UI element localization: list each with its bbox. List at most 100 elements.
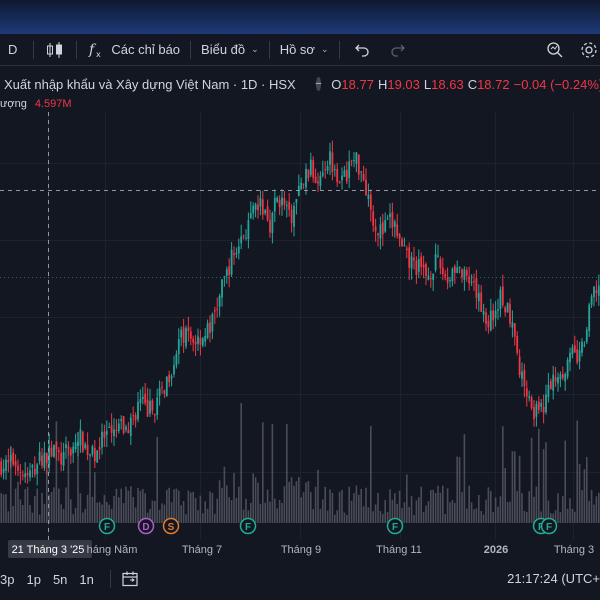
candle-body [213, 310, 216, 312]
candles-icon [47, 41, 63, 58]
settings-button[interactable] [572, 34, 600, 65]
candle-body [465, 270, 468, 276]
candle-body [506, 302, 509, 313]
candle-body [12, 452, 15, 465]
volume-bar [346, 514, 348, 523]
candle-body [365, 179, 367, 196]
volume-bar [41, 492, 43, 523]
interval-button[interactable]: D [0, 34, 29, 65]
volume-bar [420, 486, 422, 523]
calendar-icon[interactable] [121, 570, 139, 588]
volume-bar [384, 499, 386, 523]
candle-body [79, 428, 82, 446]
candle-body [137, 402, 139, 420]
volume-bar [542, 448, 545, 523]
indicators-button[interactable]: f x Các chỉ báo [81, 34, 186, 65]
time-axis-label: 2026 [484, 544, 508, 556]
volume-bar [516, 491, 518, 523]
candle-body [170, 376, 173, 379]
candle-body [165, 376, 168, 397]
candle-body [381, 222, 384, 235]
search-button[interactable] [538, 34, 572, 65]
volume-bar [204, 501, 206, 523]
volume-bar [108, 504, 110, 523]
volume-bar [394, 493, 396, 523]
candle-body [180, 329, 183, 338]
candle-body [398, 234, 401, 239]
volume-bar [331, 492, 334, 523]
volume-bar [545, 442, 547, 523]
redo-icon [390, 44, 405, 57]
timeframe-5n[interactable]: 5n [52, 571, 68, 587]
symbol-title[interactable]: Xuất nhập khẩu và Xây dựng Việt Nam · 1D… [4, 76, 296, 92]
search-icon [547, 41, 563, 57]
candle-body [504, 307, 507, 313]
candle-body [221, 279, 223, 298]
price-chart[interactable]: FDSFFFF [0, 112, 600, 540]
candle-body [105, 430, 108, 435]
clock-timezone[interactable]: 21:17:24 (UTC+ [507, 571, 600, 586]
volume-bar [372, 511, 374, 523]
candle-body [528, 396, 531, 398]
candle-body [261, 199, 264, 215]
volume-bar [564, 440, 566, 523]
volume-bar [235, 497, 238, 523]
candle-body [115, 429, 118, 431]
candle-body [557, 377, 559, 384]
volume-bar [458, 457, 461, 523]
volume-bar [161, 503, 163, 523]
volume-bar [240, 403, 242, 523]
candle-body [384, 220, 387, 232]
volume-bar [437, 485, 439, 523]
candle-body [285, 205, 288, 207]
volume-bar [528, 491, 530, 523]
volume-bar [199, 495, 202, 523]
candle-body [103, 431, 106, 438]
candle-body [554, 377, 557, 382]
candle-body [533, 406, 535, 419]
timeframe-1p[interactable]: 1p [26, 571, 41, 587]
chart-menu-button[interactable]: Biểu đồ ⌄ [195, 34, 265, 65]
volume-bar [257, 482, 259, 523]
candle-body [48, 445, 51, 466]
volume-bar [355, 485, 358, 523]
volume-bar [324, 486, 326, 523]
chart-grid [0, 112, 600, 540]
bar-style-button[interactable] [38, 34, 72, 65]
volume-bar [336, 510, 338, 523]
candle-body [542, 406, 545, 413]
candle-body [146, 399, 149, 417]
candle-body [413, 257, 415, 261]
volume-bar [569, 498, 571, 523]
candle-body [513, 323, 516, 337]
volume-bar [247, 510, 250, 523]
candle-body [516, 335, 519, 353]
volume-bar [362, 506, 365, 523]
candle-body [225, 269, 228, 276]
volume-bar [197, 510, 199, 523]
more-options-icon[interactable]: – [315, 77, 322, 91]
candle-body [81, 431, 84, 452]
volume-bar [398, 490, 401, 523]
candle-body [470, 281, 473, 283]
volume-bar [578, 464, 581, 523]
time-axis[interactable]: 21 Tháng 3 '25 háng Năm Tháng 7 Tháng 9 Thán… [0, 540, 600, 560]
redo-button[interactable] [380, 34, 416, 65]
timeframe-3p[interactable]: 3p [0, 571, 15, 587]
candle-body [38, 451, 41, 462]
volume-bar [166, 489, 168, 523]
volume-bar [386, 512, 389, 523]
timeframe-1n[interactable]: 1n [79, 571, 94, 587]
candle-body [50, 447, 53, 457]
candle-body [259, 198, 262, 207]
volume-bar [43, 503, 46, 523]
candle-body [252, 205, 255, 214]
profile-menu-button[interactable]: Hồ sơ ⌄ [274, 34, 335, 65]
candle-body [132, 415, 135, 417]
volume-bar [7, 511, 10, 523]
volume-bar [350, 500, 353, 523]
candle-body [17, 465, 19, 471]
undo-button[interactable] [344, 34, 380, 65]
volume-bar [187, 490, 190, 523]
volume-bar [178, 490, 180, 523]
